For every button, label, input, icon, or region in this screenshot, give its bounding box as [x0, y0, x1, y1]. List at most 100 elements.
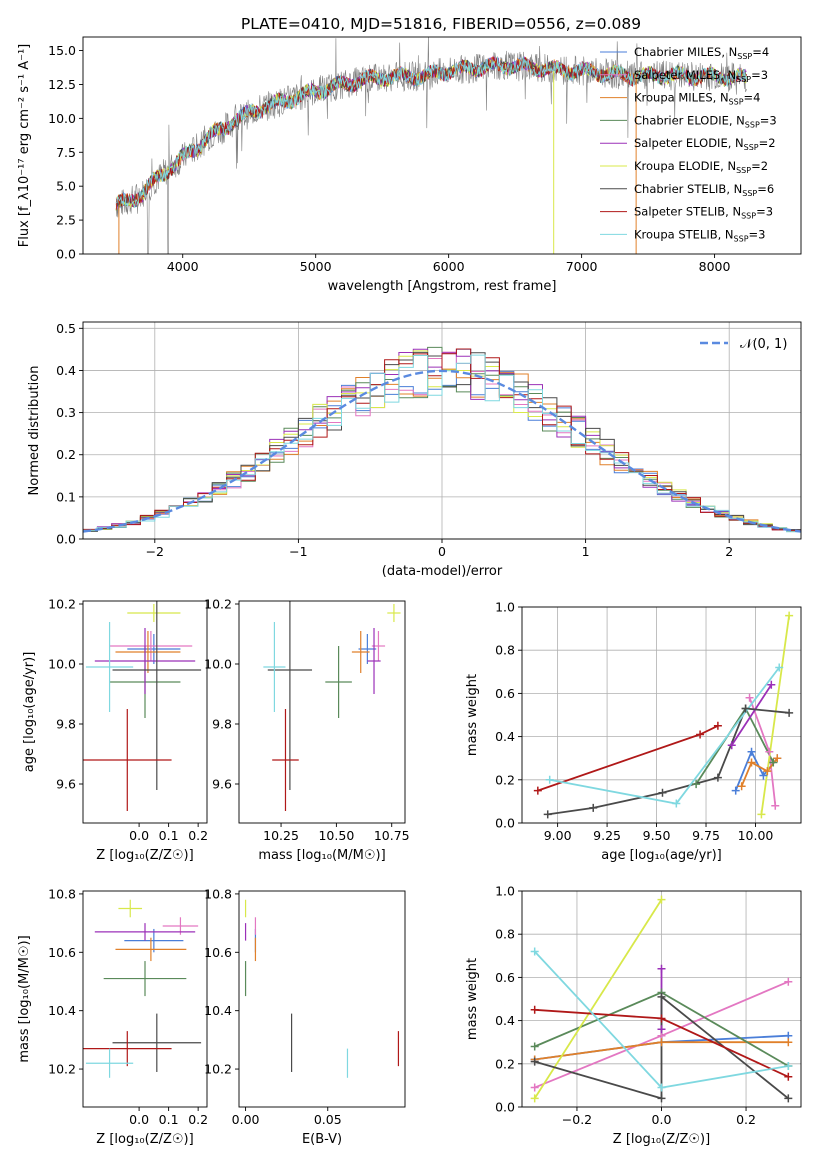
- series-marker-kroupa_miles: [763, 767, 772, 776]
- x-tick-label: 0.2: [736, 1112, 756, 1127]
- axes-frame: [82, 890, 208, 1108]
- series-marker-salpeter_miles: [745, 693, 754, 702]
- axes-frame: [521, 606, 802, 824]
- y-tick-label: 1.0: [495, 884, 515, 899]
- y-tick-label: 10.2: [48, 597, 76, 612]
- y-tick-label: 1.0: [495, 600, 515, 615]
- y-axis-label: mass weight: [465, 958, 480, 1040]
- series-marker-kroupa_elodie: [657, 895, 666, 904]
- series-marker-kroupa_stelib: [784, 1061, 793, 1070]
- series-marker-chabrier_elodie: [530, 1042, 539, 1051]
- x-tick-label: 0.05: [314, 1112, 342, 1127]
- x-axis-label: (data-model)/error: [382, 564, 503, 579]
- x-tick-label: 5000: [300, 259, 332, 274]
- series-marker-chabrier_elodie: [769, 758, 778, 767]
- legend-entry: Chabrier STELIB, NSSP=6: [634, 182, 774, 198]
- y-tick-label: 0.8: [495, 927, 515, 942]
- spectrum-chart: 4000 5000 6000 7000 8000 0.0 2.5 5.0 7.5 10.0 12.5…: [17, 36, 802, 294]
- y-tick-label: 0.1: [56, 489, 76, 504]
- series-marker-salpeter_stelib: [696, 730, 705, 739]
- plot-area: [263, 601, 401, 811]
- y-axis-label: Normed distribution: [27, 366, 42, 496]
- x-tick-label: −2: [146, 544, 164, 559]
- x-tick-label: 10.25: [263, 828, 299, 843]
- y-tick-label: 0.2: [56, 447, 76, 462]
- series-marker-kroupa_elodie: [530, 1094, 539, 1103]
- age_vs_mass-chart: 10.25 10.50 10.75 9.6 9.8 10.0 10.2 mass [log₁₀…: [204, 597, 409, 864]
- x-tick-label: 9.50: [643, 828, 671, 843]
- legend-entry: Chabrier MILES, NSSP=4: [634, 45, 769, 61]
- series-marker-kroupa_miles: [784, 1038, 793, 1047]
- y-tick-label: 0.6: [495, 970, 515, 985]
- series-marker-kroupa_stelib: [672, 799, 681, 808]
- y-tick-label: 10.6: [48, 945, 76, 960]
- y-tick-label: 10.8: [204, 886, 232, 901]
- series-marker-chabrier_miles: [731, 786, 740, 795]
- y-tick-label: 0.3: [56, 405, 76, 420]
- x-tick-label: 6000: [433, 259, 465, 274]
- series-marker-kroupa_elodie: [785, 611, 794, 620]
- y-tick-label: 10.0: [48, 111, 76, 126]
- y-tick-label: 10.2: [48, 1062, 76, 1077]
- x-tick-label: 10.00: [738, 828, 774, 843]
- y-tick-label: 10.8: [48, 886, 76, 901]
- x-tick-label: 0.2: [188, 828, 208, 843]
- y-tick-label: 9.8: [212, 717, 232, 732]
- y-tick-label: 10.2: [204, 597, 232, 612]
- x-axis-label: mass [log₁₀(M/M☉)]: [258, 848, 385, 863]
- axes-frame: [238, 890, 406, 1108]
- x-tick-label: 0.1: [159, 1112, 179, 1127]
- plot-area: [115, 37, 747, 254]
- y-tick-label: 0.0: [56, 532, 76, 547]
- y-tick-label: 9.6: [56, 777, 76, 792]
- x-axis-label: Z [log₁₀(Z/Z☉)]: [96, 848, 193, 863]
- y-tick-label: 0.4: [495, 729, 515, 744]
- model-spectrum-kroupa_stelib: [116, 56, 747, 209]
- plot-area: [244, 899, 400, 1078]
- y-axis-label: Flux [f_λ10⁻¹⁷ erg cm⁻² s⁻¹ A⁻¹]: [17, 44, 32, 248]
- y-axis-label: mass [log₁₀(M/M☉)]: [17, 935, 32, 1062]
- series-marker-chabrier_stelib: [657, 992, 666, 1001]
- series-marker-kroupa_elodie: [757, 810, 766, 819]
- series-marker-chabrier_stelib: [589, 803, 598, 812]
- x-tick-label: 1: [582, 544, 590, 559]
- series-marker-chabrier_stelib: [543, 810, 552, 819]
- plot-area: [83, 899, 202, 1078]
- x-axis-label: wavelength [Angstrom, rest frame]: [328, 279, 557, 294]
- legend-entry: Salpeter MILES, NSSP=3: [634, 68, 768, 84]
- x-tick-label: 0.2: [188, 1112, 208, 1127]
- series-marker-chabrier_stelib: [657, 1094, 666, 1103]
- series-marker-salpeter_elodie: [657, 1025, 666, 1034]
- series-marker-kroupa_miles: [773, 754, 782, 763]
- legend-entry: Salpeter ELODIE, NSSP=2: [634, 136, 776, 152]
- series-line-kroupa_elodie: [760, 615, 790, 815]
- series-marker-salpeter_miles: [765, 747, 774, 756]
- x-axis-label: Z [log₁₀(Z/Z☉)]: [613, 1132, 710, 1147]
- x-tick-label: 10.50: [318, 828, 354, 843]
- y-tick-label: 0.0: [495, 1100, 515, 1115]
- series-marker-kroupa_miles: [657, 1038, 666, 1047]
- y-tick-label: 0.6: [495, 686, 515, 701]
- axes-frame: [82, 600, 208, 824]
- legend-entry: Chabrier ELODIE, NSSP=3: [634, 113, 777, 129]
- series-marker-chabrier_miles: [747, 747, 756, 756]
- y-tick-label: 0.8: [495, 643, 515, 658]
- plot-area: [83, 346, 801, 533]
- series-marker-kroupa_stelib: [530, 947, 539, 956]
- x-tick-label: −0.2: [562, 1112, 592, 1127]
- weight_vs_age-chart: 9.00 9.25 9.50 9.75 10.00 0.0 0.2 0.4 0.6 0.8 1.0 a…: [465, 600, 802, 863]
- series-marker-salpeter_miles: [771, 801, 780, 810]
- series-marker-salpeter_miles: [530, 1083, 539, 1092]
- series-marker-chabrier_stelib: [741, 704, 750, 713]
- y-tick-label: 5.0: [56, 179, 76, 194]
- x-tick-label: 0.0: [129, 1112, 149, 1127]
- y-tick-label: 15.0: [48, 43, 76, 58]
- legend-entry: 𝒩(0, 1): [740, 337, 787, 352]
- series-marker-chabrier_stelib: [784, 1094, 793, 1103]
- x-tick-label: 7000: [566, 259, 598, 274]
- y-tick-label: 9.6: [212, 777, 232, 792]
- x-tick-label: 4000: [167, 259, 199, 274]
- legend: Chabrier MILES, NSSP=4 Salpeter MILES, NS…: [600, 45, 777, 243]
- x-tick-label: 0.00: [232, 1112, 260, 1127]
